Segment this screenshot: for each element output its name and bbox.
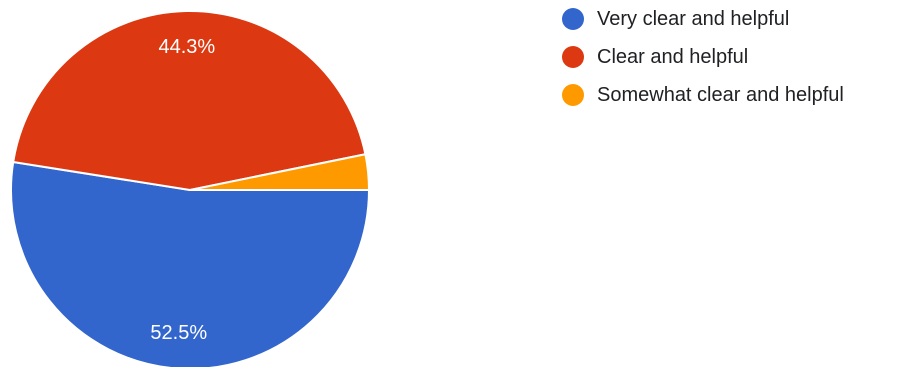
- legend-label-clear: Clear and helpful: [597, 45, 749, 68]
- legend-swatch-very-clear: [562, 8, 584, 30]
- legend-item-somewhat-clear[interactable]: Somewhat clear and helpful: [562, 82, 844, 108]
- legend-swatch-clear: [562, 46, 584, 68]
- chart-legend: Very clear and helpful Clear and helpful…: [562, 6, 844, 120]
- pie-slice-2[interactable]: [189, 153, 370, 191]
- legend-item-very-clear[interactable]: Very clear and helpful: [562, 6, 844, 32]
- pie-slice-label-1: 44.3%: [158, 36, 215, 58]
- legend-swatch-somewhat-clear: [562, 84, 584, 106]
- legend-label-somewhat-clear: Somewhat clear and helpful: [597, 83, 844, 106]
- pie-slice-label-0: 52.5%: [150, 322, 207, 344]
- pie-slice-0[interactable]: [10, 161, 370, 367]
- pie-chart-svg: 52.5% 44.3%: [10, 10, 370, 367]
- legend-label-very-clear: Very clear and helpful: [597, 7, 790, 30]
- legend-item-clear[interactable]: Clear and helpful: [562, 44, 844, 70]
- pie-slice-1[interactable]: [12, 10, 367, 191]
